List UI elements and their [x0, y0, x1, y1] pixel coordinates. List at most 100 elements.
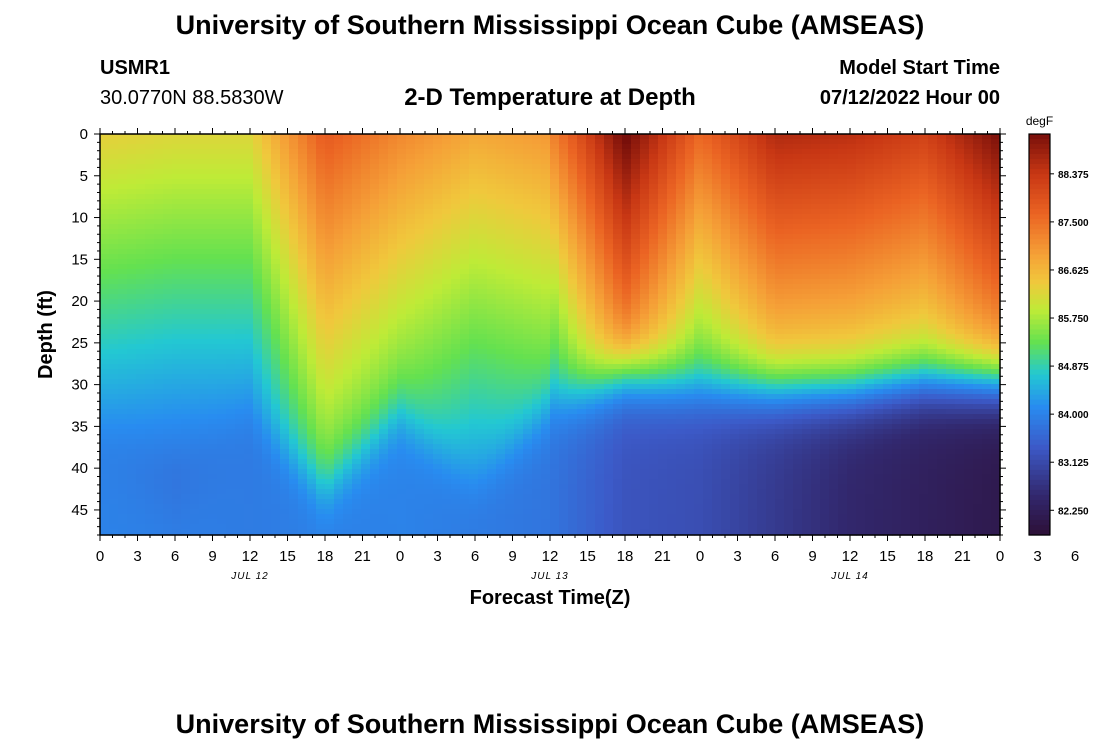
heatmap-cell: [613, 449, 623, 455]
heatmap-cell: [163, 254, 173, 260]
heatmap-cell: [487, 139, 497, 145]
heatmap-cell: [505, 229, 515, 235]
heatmap-cell: [280, 454, 290, 460]
heatmap-cell: [631, 164, 641, 170]
heatmap-cell: [487, 519, 497, 525]
heatmap-cell: [127, 139, 137, 145]
heatmap-cell: [298, 369, 308, 375]
heatmap-cell: [199, 204, 209, 210]
heatmap-cell: [568, 504, 578, 510]
heatmap-cell: [487, 369, 497, 375]
heatmap-cell: [595, 429, 605, 435]
heatmap-cell: [523, 204, 533, 210]
heatmap-cell: [145, 289, 155, 295]
heatmap-cell: [163, 159, 173, 165]
heatmap-cell: [397, 344, 407, 350]
heatmap-cell: [370, 519, 380, 525]
heatmap-cell: [433, 324, 443, 330]
heatmap-cell: [622, 524, 632, 530]
heatmap-cell: [505, 379, 515, 385]
heatmap-cell: [352, 409, 362, 415]
heatmap-cell: [496, 379, 506, 385]
heatmap-cell: [487, 199, 497, 205]
heatmap-cell: [460, 469, 470, 475]
heatmap-cell: [442, 354, 452, 360]
heatmap-cell: [181, 159, 191, 165]
heatmap-cell: [253, 424, 263, 430]
heatmap-cell: [559, 449, 569, 455]
heatmap-cell: [271, 144, 281, 150]
heatmap-cell: [181, 204, 191, 210]
heatmap-cell: [568, 249, 578, 255]
heatmap-cell: [262, 359, 272, 365]
heatmap-cell: [307, 489, 317, 495]
heatmap-cell: [289, 314, 299, 320]
heatmap-cell: [640, 504, 650, 510]
heatmap-cell: [226, 199, 236, 205]
heatmap-cell: [316, 499, 326, 505]
heatmap-cell: [361, 429, 371, 435]
heatmap-cell: [199, 384, 209, 390]
heatmap-cell: [586, 194, 596, 200]
heatmap-cell: [379, 264, 389, 270]
heatmap-cell: [253, 254, 263, 260]
heatmap-cell: [559, 374, 569, 380]
heatmap-cell: [370, 139, 380, 145]
heatmap-cell: [118, 244, 128, 250]
heatmap-cell: [154, 374, 164, 380]
heatmap-cell: [469, 439, 479, 445]
heatmap-cell: [550, 349, 560, 355]
heatmap-cell: [343, 134, 353, 140]
heatmap-cell: [271, 424, 281, 430]
heatmap-cell: [136, 439, 146, 445]
heatmap-cell: [280, 224, 290, 230]
heatmap-cell: [361, 199, 371, 205]
heatmap-cell: [181, 424, 191, 430]
heatmap-cell: [649, 304, 659, 310]
heatmap-cell: [640, 204, 650, 210]
heatmap-cell: [523, 519, 533, 525]
heatmap-cell: [190, 464, 200, 470]
heatmap-cell: [568, 394, 578, 400]
heatmap-cell: [118, 194, 128, 200]
heatmap-cell: [559, 359, 569, 365]
heatmap-cell: [496, 219, 506, 225]
heatmap-cell: [568, 409, 578, 415]
heatmap-cell: [136, 339, 146, 345]
heatmap-cell: [415, 409, 425, 415]
heatmap-cell: [334, 439, 344, 445]
heatmap-cell: [190, 474, 200, 480]
heatmap-cell: [604, 334, 614, 340]
heatmap-cell: [361, 339, 371, 345]
heatmap-cell: [235, 529, 245, 535]
heatmap-cell: [478, 369, 488, 375]
heatmap-cell: [388, 214, 398, 220]
heatmap-cell: [343, 484, 353, 490]
heatmap-cell: [487, 399, 497, 405]
heatmap-cell: [622, 229, 632, 235]
heatmap-cell: [118, 479, 128, 485]
heatmap-cell: [154, 334, 164, 340]
heatmap-cell: [280, 429, 290, 435]
heatmap-cell: [469, 254, 479, 260]
heatmap-cell: [577, 199, 587, 205]
heatmap-cell: [136, 374, 146, 380]
heatmap-cell: [253, 204, 263, 210]
heatmap-cell: [334, 264, 344, 270]
heatmap-cell: [145, 339, 155, 345]
heatmap-cell: [172, 519, 182, 525]
heatmap-cell: [415, 439, 425, 445]
heatmap-cell: [586, 219, 596, 225]
heatmap-cell: [649, 379, 659, 385]
heatmap-cell: [514, 149, 524, 155]
heatmap-cell: [595, 229, 605, 235]
heatmap-cell: [325, 354, 335, 360]
heatmap-cell: [271, 169, 281, 175]
heatmap-cell: [397, 174, 407, 180]
heatmap-cell: [145, 304, 155, 310]
heatmap-cell: [325, 409, 335, 415]
heatmap-cell: [442, 364, 452, 370]
heatmap-cell: [235, 459, 245, 465]
heatmap-cell: [541, 369, 551, 375]
heatmap-cell: [145, 184, 155, 190]
